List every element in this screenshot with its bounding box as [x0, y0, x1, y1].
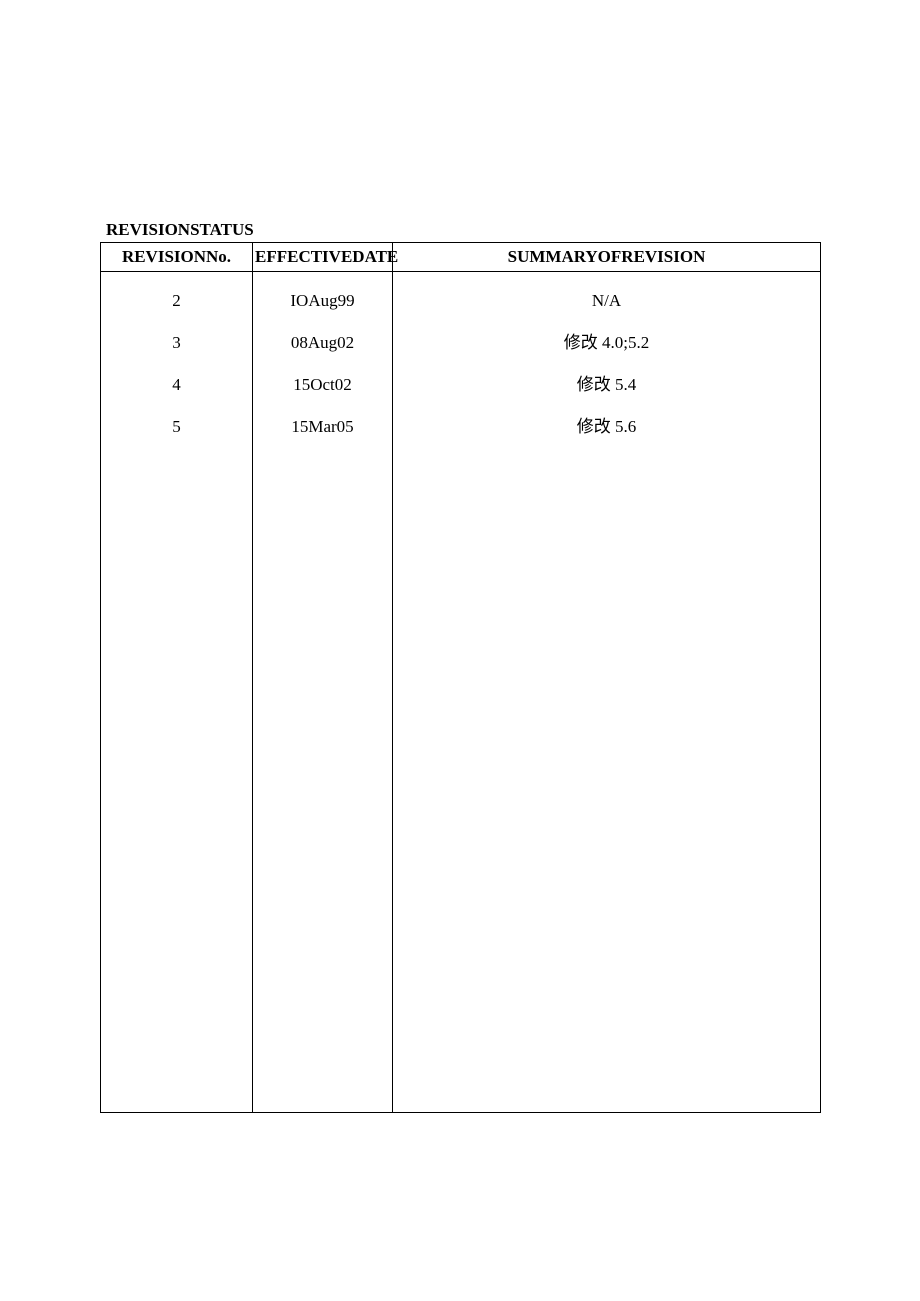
summary-value: 修改 5.6	[577, 406, 637, 448]
revision-value: 3	[172, 322, 181, 364]
cell-effective-date: IOAug99 08Aug02 15Oct02 15Mar05	[253, 272, 393, 1113]
summary-value: N/A	[592, 280, 621, 322]
effective-date-value: IOAug99	[290, 280, 354, 322]
summary-value: 修改 4.0;5.2	[564, 322, 649, 364]
cell-summary: N/A 修改 4.0;5.2 修改 5.4 修改 5.6	[393, 272, 821, 1113]
col-header-revision: REVISIONNo.	[101, 243, 253, 272]
effective-date-value: 15Oct02	[293, 364, 352, 406]
effective-date-value: 15Mar05	[291, 406, 353, 448]
table-header-row: REVISIONNo. EFFECTIVEDATE SUMMARYOFREVIS…	[101, 243, 821, 272]
document-page: REVISIONSTATUS REVISIONNo. EFFECTIVEDATE…	[0, 0, 920, 1213]
cell-revision: 2 3 4 5	[101, 272, 253, 1113]
table-body-row: 2 3 4 5 IOAug99 08Aug02 15Oct02 15Mar05	[101, 272, 821, 1113]
effective-date-value: 08Aug02	[291, 322, 354, 364]
summary-value: 修改 5.4	[577, 364, 637, 406]
revision-table: REVISIONNo. EFFECTIVEDATE SUMMARYOFREVIS…	[100, 242, 821, 1113]
col-header-summary: SUMMARYOFREVISION	[393, 243, 821, 272]
revision-value: 5	[172, 406, 181, 448]
revision-value: 4	[172, 364, 181, 406]
col-header-effective-date: EFFECTIVEDATE	[253, 243, 393, 272]
revision-value: 2	[172, 280, 181, 322]
page-title: REVISIONSTATUS	[106, 220, 820, 240]
